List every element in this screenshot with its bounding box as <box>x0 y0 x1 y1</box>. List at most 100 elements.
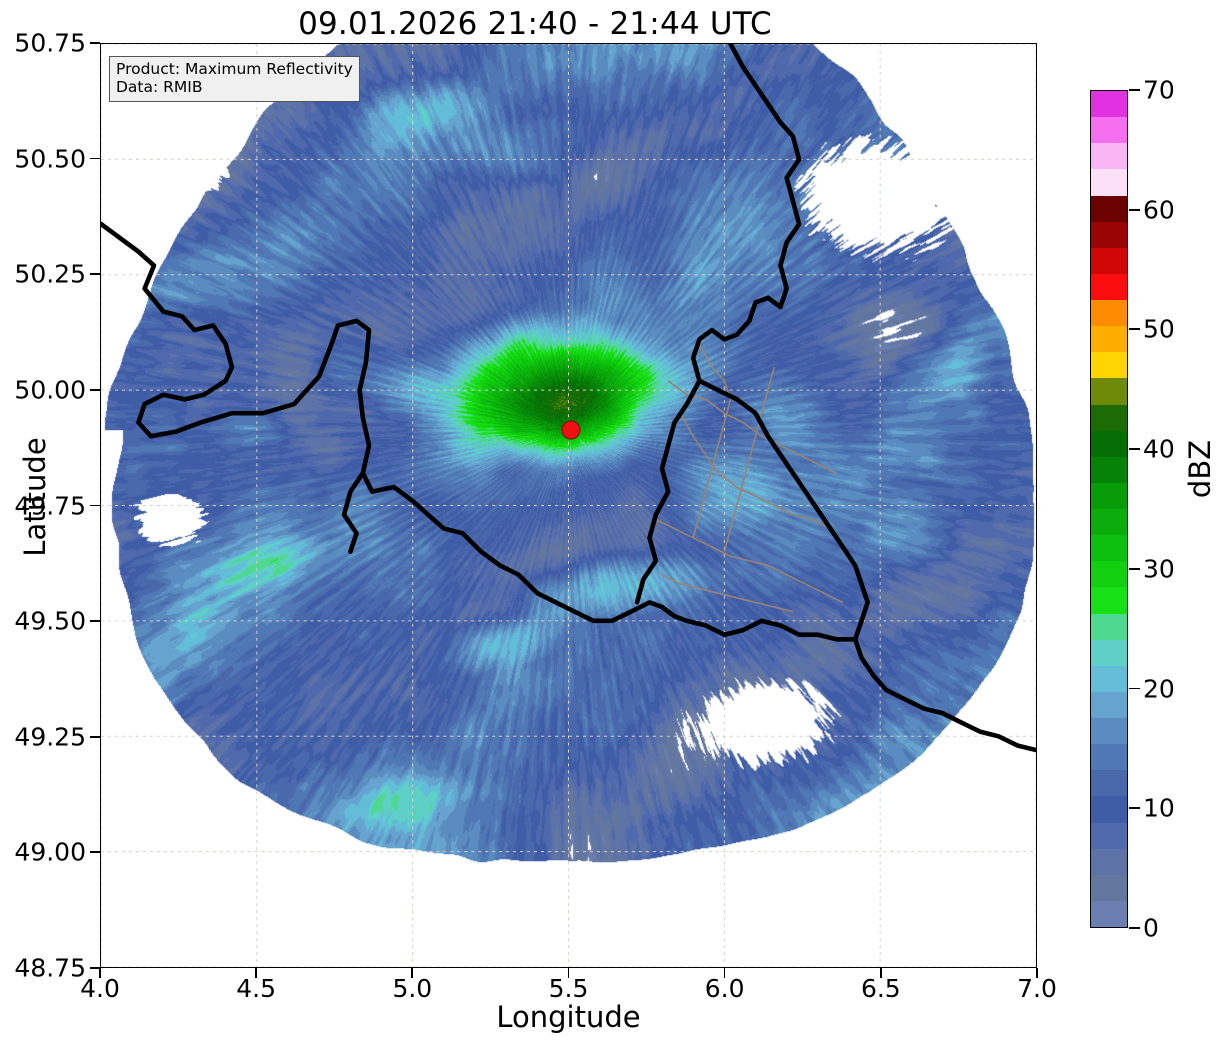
x-tick-label: 6.0 <box>704 974 745 1003</box>
colorbar-tick-label: 20 <box>1143 674 1175 704</box>
y-tick-label: 50.25 <box>14 259 86 289</box>
colorbar-tick-label: 0 <box>1143 913 1159 943</box>
x-tick-label: 5.0 <box>392 974 433 1003</box>
radar-plot-area: Product: Maximum Reflectivity Data: RMIB <box>100 43 1037 968</box>
colorbar-band <box>1091 221 1127 248</box>
y-tick-label: 49.75 <box>14 491 86 520</box>
colorbar-band <box>1091 326 1127 353</box>
region-border <box>692 343 732 539</box>
colorbar <box>1090 90 1128 928</box>
region-borders <box>655 343 844 613</box>
y-tick-label: 50.75 <box>14 28 86 58</box>
product-info-box: Product: Maximum Reflectivity Data: RMIB <box>109 56 360 102</box>
colorbar-band <box>1091 273 1127 300</box>
colorbar-band <box>1091 430 1127 457</box>
colorbar-band <box>1091 300 1127 327</box>
country-borders <box>101 44 1036 753</box>
y-tick <box>90 157 100 160</box>
x-tick-label: 4.5 <box>236 974 277 1003</box>
x-tick <box>1036 968 1038 978</box>
colorbar-band <box>1091 874 1127 901</box>
region-border <box>679 412 831 530</box>
y-tick <box>90 273 100 276</box>
colorbar-band <box>1091 482 1127 509</box>
y-tick-label: 50.00 <box>14 375 86 405</box>
colorbar-band <box>1091 900 1127 927</box>
colorbar-band <box>1091 822 1127 849</box>
colorbar-band <box>1091 770 1127 797</box>
colorbar-band <box>1091 613 1127 640</box>
x-tick-label: 5.5 <box>548 974 589 1003</box>
x-axis-label: Longitude <box>496 1000 641 1034</box>
colorbar-band <box>1091 665 1127 692</box>
y-tick <box>90 504 100 507</box>
y-tick-label: 50.50 <box>14 144 86 174</box>
colorbar-band <box>1091 718 1127 745</box>
y-tick-label: 49.50 <box>14 606 86 636</box>
country-border <box>341 470 366 554</box>
country-border <box>101 221 1036 753</box>
colorbar-tick-label: 70 <box>1143 75 1175 105</box>
colorbar-band <box>1091 509 1127 536</box>
colorbar-band <box>1091 744 1127 771</box>
colorbar-tick-label: 40 <box>1143 434 1175 464</box>
colorbar-band <box>1091 796 1127 823</box>
colorbar-band <box>1091 639 1127 666</box>
y-tick <box>90 620 100 622</box>
colorbar-band <box>1091 404 1127 431</box>
x-tick <box>879 968 882 978</box>
y-tick <box>90 851 100 854</box>
y-tick <box>90 735 100 738</box>
region-border <box>661 574 794 613</box>
colorbar-tick <box>1129 807 1140 810</box>
colorbar-band <box>1091 691 1127 718</box>
x-tick-label: 4.0 <box>80 974 120 1003</box>
colorbar-band <box>1091 143 1127 170</box>
colorbar-tick-label: 50 <box>1143 314 1175 344</box>
y-tick <box>90 42 100 44</box>
colorbar-band <box>1091 117 1127 144</box>
y-tick-label: 48.75 <box>14 953 86 983</box>
x-tick <box>411 968 414 978</box>
y-tick <box>90 967 100 969</box>
colorbar-band <box>1091 195 1127 222</box>
colorbar-band <box>1091 561 1127 588</box>
y-tick-label: 49.00 <box>14 837 86 867</box>
region-border <box>723 366 775 552</box>
colorbar-tick-label: 30 <box>1143 554 1175 584</box>
y-tick-label: 49.25 <box>14 722 86 752</box>
colorbar-tick-label: 10 <box>1143 793 1175 823</box>
x-tick <box>99 968 101 978</box>
x-tick-label: 7.0 <box>1017 974 1057 1003</box>
x-tick <box>567 968 570 978</box>
colorbar-band <box>1091 352 1127 379</box>
colorbar-band <box>1091 456 1127 483</box>
colorbar-tick <box>1129 208 1140 211</box>
region-border <box>667 380 837 474</box>
radar-site-marker[interactable] <box>561 420 581 440</box>
colorbar-band <box>1091 848 1127 875</box>
country-border <box>697 378 870 642</box>
x-tick <box>723 968 726 978</box>
colorbar-tick-label: 60 <box>1143 195 1175 225</box>
colorbar-band <box>1091 169 1127 196</box>
colorbar-band <box>1091 91 1127 118</box>
colorbar-band <box>1091 587 1127 614</box>
gridlines <box>101 44 1036 967</box>
y-tick <box>90 388 100 391</box>
colorbar-tick <box>1129 89 1140 91</box>
x-tick-label: 6.5 <box>860 974 901 1003</box>
product-label: Product: Maximum Reflectivity <box>116 60 353 78</box>
colorbar-band <box>1091 535 1127 562</box>
colorbar-tick <box>1129 448 1140 450</box>
map-overlay <box>101 44 1036 967</box>
colorbar-band <box>1091 247 1127 274</box>
colorbar-band <box>1091 378 1127 405</box>
region-border <box>655 518 844 604</box>
country-border <box>634 44 802 605</box>
data-source-label: Data: RMIB <box>116 78 203 97</box>
page-title: 09.01.2026 21:40 - 21:44 UTC <box>298 6 772 42</box>
x-tick <box>255 968 257 978</box>
colorbar-unit-label: dBZ <box>1183 439 1217 499</box>
colorbar-tick <box>1129 927 1140 929</box>
